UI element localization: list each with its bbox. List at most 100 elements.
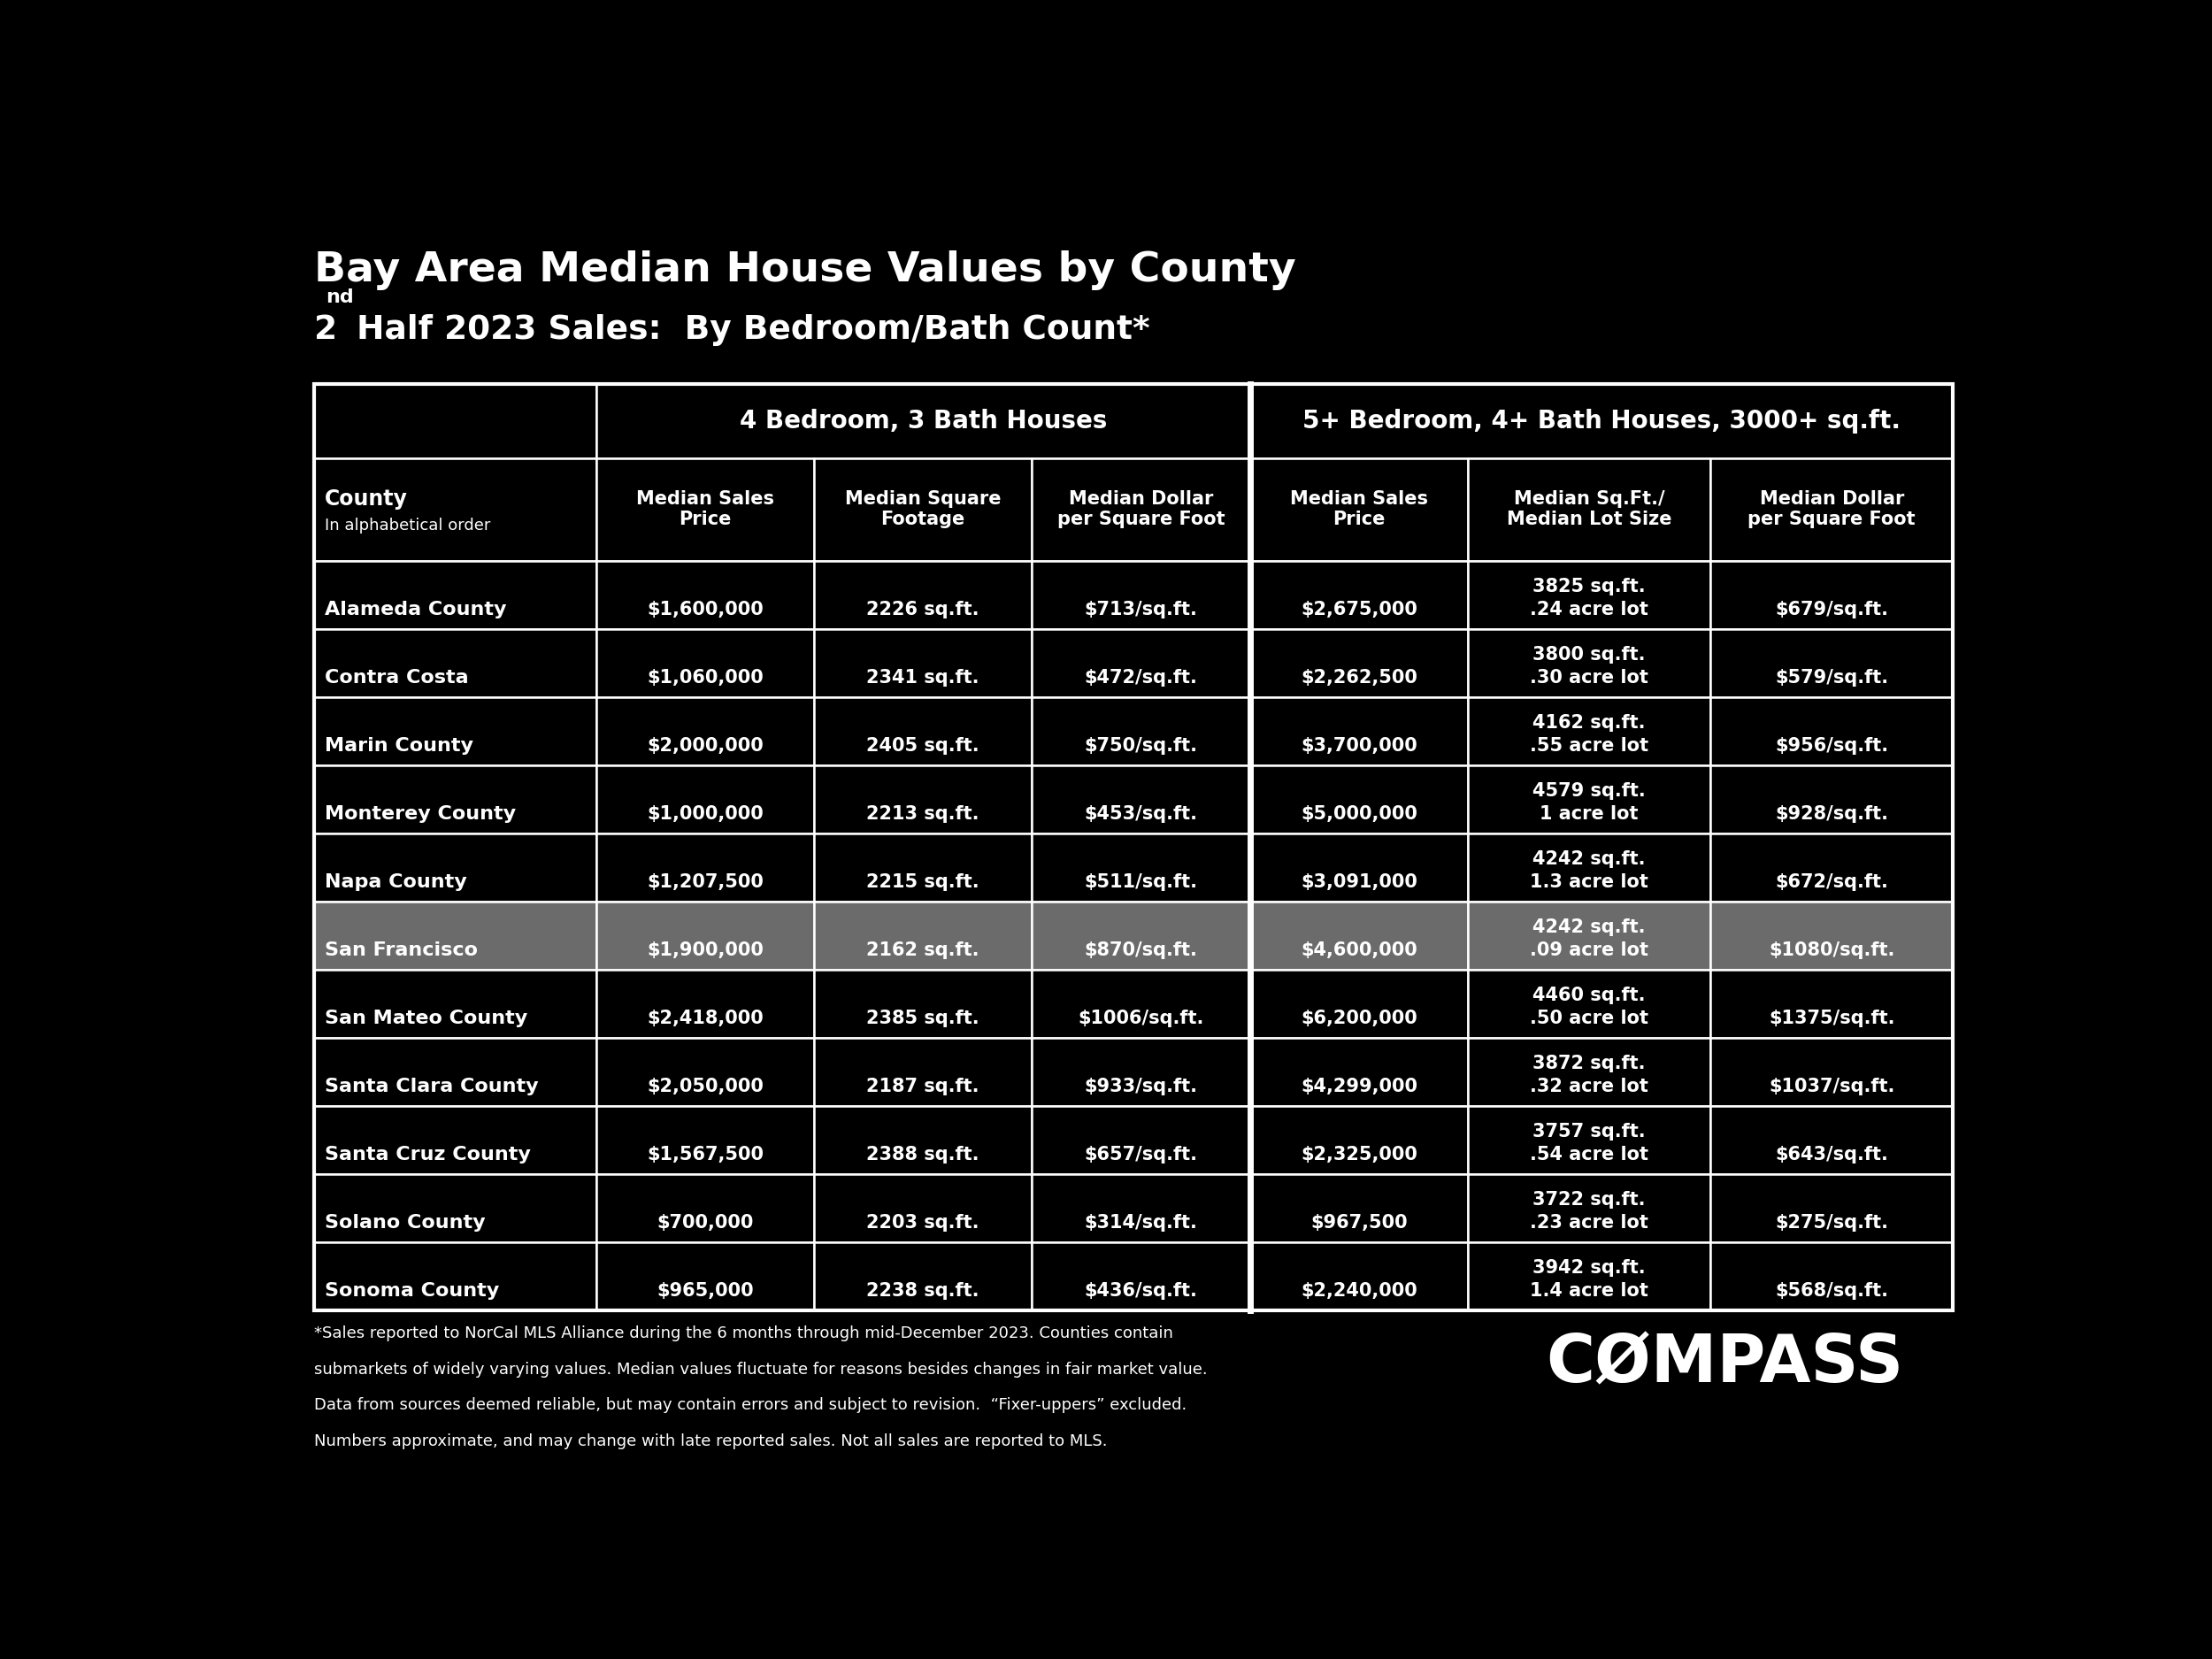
Text: $4,299,000: $4,299,000 <box>1301 1078 1418 1095</box>
Text: $1006/sq.ft.: $1006/sq.ft. <box>1077 1010 1203 1027</box>
Bar <box>595 697 814 765</box>
Text: submarkets of widely varying values. Median values fluctuate for reasons besides: submarkets of widely varying values. Med… <box>314 1362 1208 1377</box>
Text: 2226 sq.ft.: 2226 sq.ft. <box>867 601 980 619</box>
Text: $1,000,000: $1,000,000 <box>646 805 763 823</box>
Bar <box>814 561 1033 629</box>
Text: $2,000,000: $2,000,000 <box>646 737 763 755</box>
Bar <box>1250 1175 1469 1243</box>
Bar <box>1469 1243 1710 1311</box>
Bar <box>1033 458 1250 561</box>
Text: Median Sq.Ft./
Median Lot Size: Median Sq.Ft./ Median Lot Size <box>1506 491 1672 529</box>
Text: San Francisco: San Francisco <box>325 942 478 959</box>
Bar <box>1250 969 1469 1039</box>
Text: $3,700,000: $3,700,000 <box>1301 737 1418 755</box>
Text: 3722 sq.ft.: 3722 sq.ft. <box>1533 1191 1646 1209</box>
Text: .50 acre lot: .50 acre lot <box>1531 1010 1648 1027</box>
Text: Santa Clara County: Santa Clara County <box>325 1078 538 1095</box>
Bar <box>1710 1175 1953 1243</box>
Bar <box>814 697 1033 765</box>
Text: $967,500: $967,500 <box>1310 1214 1407 1233</box>
Bar <box>1469 561 1710 629</box>
Bar <box>1710 1107 1953 1175</box>
Text: 2: 2 <box>314 314 336 345</box>
Bar <box>1250 561 1469 629</box>
Text: $1,060,000: $1,060,000 <box>646 669 763 687</box>
Text: $1,600,000: $1,600,000 <box>646 601 763 619</box>
Bar <box>1250 458 1469 561</box>
Text: 1.4 acre lot: 1.4 acre lot <box>1531 1282 1648 1301</box>
Text: $643/sq.ft.: $643/sq.ft. <box>1776 1146 1889 1165</box>
Text: 4 Bedroom, 3 Bath Houses: 4 Bedroom, 3 Bath Houses <box>739 410 1106 433</box>
Bar <box>814 901 1033 969</box>
Bar <box>595 1107 814 1175</box>
Bar <box>595 1175 814 1243</box>
Bar <box>1250 1243 1469 1311</box>
Text: 2215 sq.ft.: 2215 sq.ft. <box>867 874 980 891</box>
Text: $2,240,000: $2,240,000 <box>1301 1282 1418 1301</box>
Bar <box>314 969 595 1039</box>
Bar <box>1033 1243 1250 1311</box>
Text: 2213 sq.ft.: 2213 sq.ft. <box>867 805 980 823</box>
Text: $933/sq.ft.: $933/sq.ft. <box>1084 1078 1197 1095</box>
Text: $1375/sq.ft.: $1375/sq.ft. <box>1770 1010 1896 1027</box>
Text: $1037/sq.ft.: $1037/sq.ft. <box>1770 1078 1896 1095</box>
Text: $1,567,500: $1,567,500 <box>646 1146 763 1165</box>
Bar <box>1469 629 1710 697</box>
Bar <box>1250 385 1953 458</box>
Bar <box>595 385 1250 458</box>
Text: nd: nd <box>325 289 354 307</box>
Text: County: County <box>325 488 407 509</box>
Text: Median Sales
Price: Median Sales Price <box>1290 491 1429 529</box>
Bar <box>814 1039 1033 1107</box>
Text: 2405 sq.ft.: 2405 sq.ft. <box>867 737 980 755</box>
Bar <box>1469 458 1710 561</box>
Bar <box>314 1107 595 1175</box>
Text: $6,200,000: $6,200,000 <box>1301 1010 1418 1027</box>
Text: Santa Cruz County: Santa Cruz County <box>325 1146 531 1165</box>
Bar <box>814 833 1033 901</box>
Text: $314/sq.ft.: $314/sq.ft. <box>1084 1214 1197 1233</box>
Text: $700,000: $700,000 <box>657 1214 754 1233</box>
Bar <box>814 969 1033 1039</box>
Text: Monterey County: Monterey County <box>325 805 515 823</box>
Text: 2385 sq.ft.: 2385 sq.ft. <box>867 1010 980 1027</box>
Bar <box>314 901 595 969</box>
Text: Half 2023 Sales:  By Bedroom/Bath Count*: Half 2023 Sales: By Bedroom/Bath Count* <box>345 314 1150 345</box>
Bar <box>595 561 814 629</box>
Bar <box>1250 901 1469 969</box>
Text: .55 acre lot: .55 acre lot <box>1531 737 1648 755</box>
Text: $870/sq.ft.: $870/sq.ft. <box>1084 942 1197 959</box>
Bar <box>1033 1107 1250 1175</box>
Bar <box>1710 969 1953 1039</box>
Text: *Sales reported to NorCal MLS Alliance during the 6 months through mid-December : *Sales reported to NorCal MLS Alliance d… <box>314 1326 1172 1342</box>
Bar <box>1250 765 1469 833</box>
Text: Median Square
Footage: Median Square Footage <box>845 491 1002 529</box>
Text: $5,000,000: $5,000,000 <box>1301 805 1418 823</box>
Text: $2,418,000: $2,418,000 <box>646 1010 763 1027</box>
Text: 4242 sq.ft.: 4242 sq.ft. <box>1533 851 1646 868</box>
Bar <box>595 765 814 833</box>
Text: 4579 sq.ft.: 4579 sq.ft. <box>1533 781 1646 800</box>
Text: Median Sales
Price: Median Sales Price <box>637 491 774 529</box>
Bar <box>814 458 1033 561</box>
Text: $956/sq.ft.: $956/sq.ft. <box>1774 737 1889 755</box>
Bar <box>1710 561 1953 629</box>
Text: $750/sq.ft.: $750/sq.ft. <box>1084 737 1197 755</box>
Text: Median Dollar
per Square Foot: Median Dollar per Square Foot <box>1057 491 1225 529</box>
Text: .09 acre lot: .09 acre lot <box>1531 942 1648 959</box>
Text: $4,600,000: $4,600,000 <box>1301 942 1418 959</box>
Text: $2,325,000: $2,325,000 <box>1301 1146 1418 1165</box>
Bar <box>1033 765 1250 833</box>
Text: Alameda County: Alameda County <box>325 601 507 619</box>
Bar <box>1033 561 1250 629</box>
Bar <box>1033 833 1250 901</box>
Bar <box>595 1243 814 1311</box>
Bar <box>314 833 595 901</box>
Bar <box>1033 1175 1250 1243</box>
Bar <box>1250 1039 1469 1107</box>
Text: 4460 sq.ft.: 4460 sq.ft. <box>1533 987 1646 1004</box>
Bar <box>314 697 595 765</box>
Bar <box>595 901 814 969</box>
Bar <box>595 969 814 1039</box>
Bar <box>1710 765 1953 833</box>
